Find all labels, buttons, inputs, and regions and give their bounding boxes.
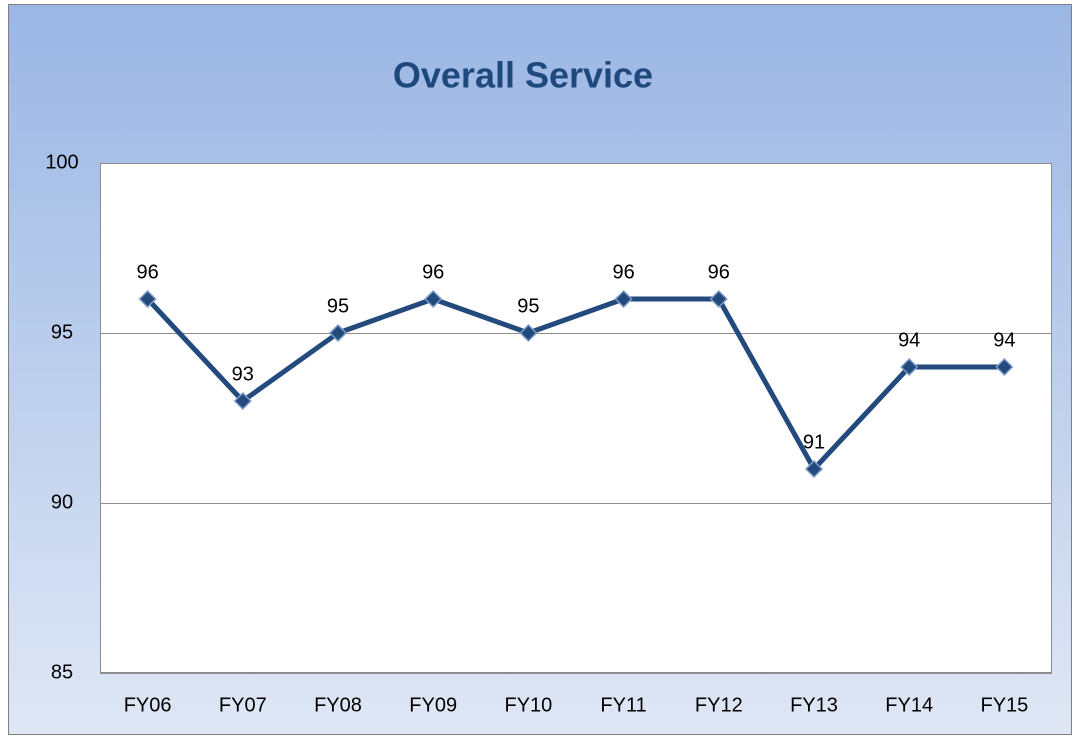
y-tick-label: 90 [51, 491, 73, 513]
plot-area [100, 163, 1052, 673]
data-label: 96 [422, 261, 444, 283]
data-label: 94 [898, 329, 920, 351]
x-tick-label: FY14 [885, 694, 933, 716]
x-tick-label: FY06 [124, 694, 172, 716]
data-point [995, 357, 1014, 377]
data-point [233, 391, 252, 411]
data-point [519, 323, 538, 343]
data-label: 96 [708, 261, 730, 283]
y-tick-label: 95 [51, 321, 73, 343]
x-tick-label: FY09 [409, 694, 457, 716]
data-point [138, 289, 157, 309]
y-tick-label: 85 [51, 661, 73, 683]
x-tick-label: FY10 [504, 694, 552, 716]
x-tick-label: FY11 [600, 694, 646, 716]
x-tick-label: FY07 [219, 694, 267, 716]
data-point [614, 289, 633, 309]
data-label: 96 [136, 261, 158, 283]
x-tick-label: FY15 [980, 694, 1028, 716]
x-tick-label: FY12 [695, 694, 743, 716]
data-label: 96 [612, 261, 634, 283]
chart-title: Overall Service [393, 55, 653, 96]
data-point [424, 289, 443, 309]
y-tick-label: 100 [45, 151, 78, 173]
data-label: 91 [803, 431, 825, 453]
data-label: 93 [232, 363, 254, 385]
data-label: 95 [517, 295, 539, 317]
data-point [709, 289, 728, 309]
data-point [328, 323, 348, 343]
x-tick-label: FY13 [790, 694, 838, 716]
x-tick-label: FY08 [314, 694, 362, 716]
data-point [804, 459, 824, 479]
data-label: 95 [327, 295, 349, 317]
data-label: 94 [993, 329, 1015, 351]
data-line [145, 296, 1005, 472]
data-point [900, 357, 919, 377]
